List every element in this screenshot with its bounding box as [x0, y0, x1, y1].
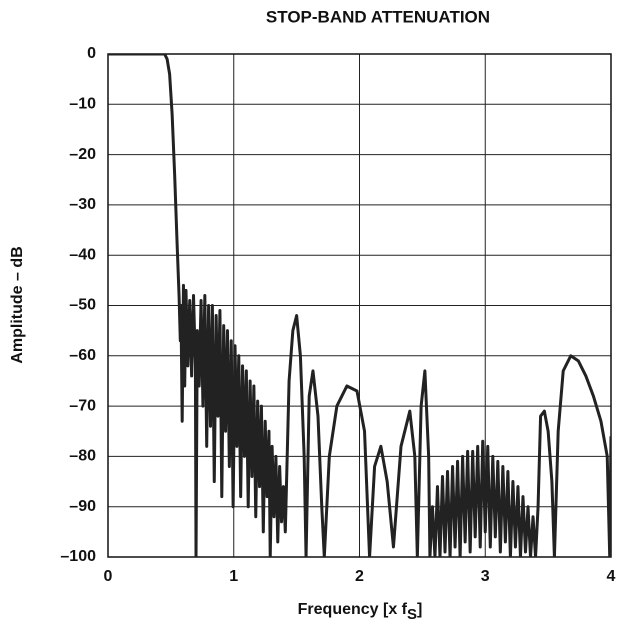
y-tick-label: –60 [69, 347, 96, 364]
plot-frame [107, 53, 612, 558]
y-tick-label: –90 [69, 498, 96, 515]
x-axis-title-text: Frequency [x f [298, 601, 408, 618]
y-tick-label: –70 [69, 397, 96, 414]
x-tick-label: 1 [229, 568, 238, 585]
y-tick-label: –30 [69, 196, 96, 213]
x-axis-title-end: ] [417, 601, 422, 618]
y-tick-label: –10 [69, 96, 96, 113]
y-tick-label: –20 [69, 146, 96, 163]
y-tick-label: 0 [87, 45, 96, 62]
y-tick-label: –40 [69, 246, 96, 263]
x-axis-title: Frequency [x fS] [298, 601, 423, 623]
y-axis-title: Amplitude – dB [9, 246, 26, 363]
y-tick-label: –100 [60, 548, 96, 565]
x-tick-label: 4 [607, 568, 616, 585]
chart-title: STOP-BAND ATTENUATION [266, 7, 490, 26]
x-tick-label: 3 [481, 568, 490, 585]
y-tick-label: –80 [69, 448, 96, 465]
x-tick-label: 0 [104, 568, 113, 585]
line [108, 54, 611, 557]
x-tick-label: 2 [355, 568, 364, 585]
y-tick-label: –50 [69, 297, 96, 314]
x-axis-title-sub: S [407, 606, 417, 623]
